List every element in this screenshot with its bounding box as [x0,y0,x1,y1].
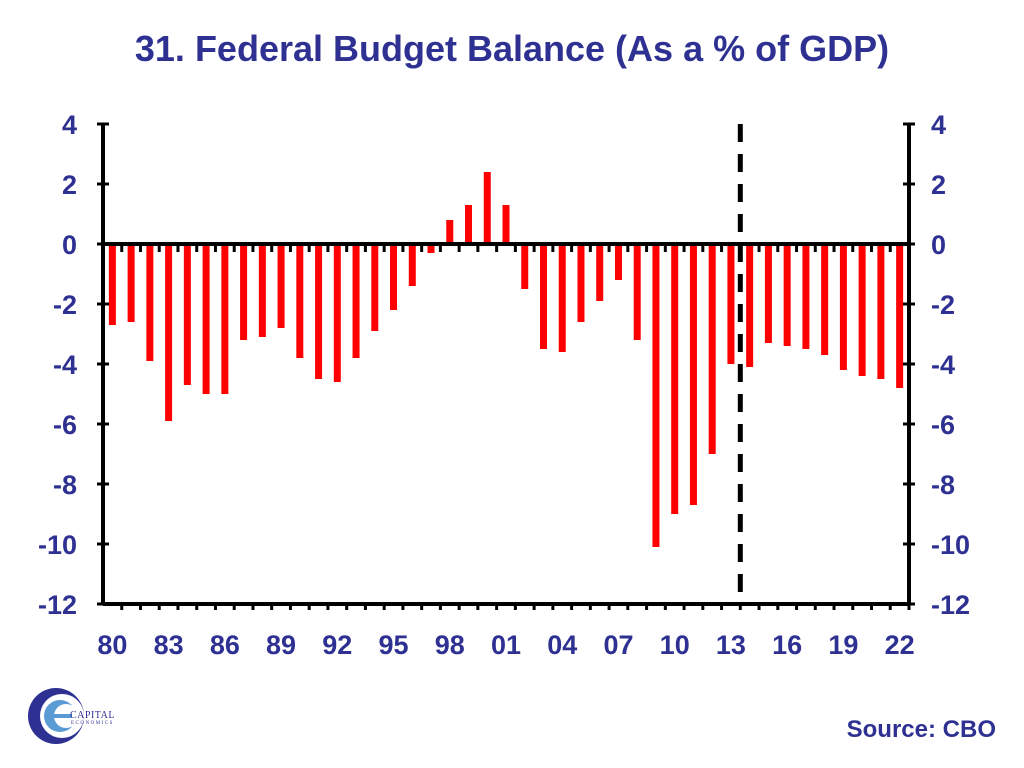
bar-2004 [558,244,566,352]
y-tick-label-right: -8 [931,470,955,500]
bar-2014 [746,244,754,367]
bar-2019 [839,244,847,370]
bar-1992 [333,244,341,382]
y-tick-label-left: 4 [62,110,77,140]
y-tick-label-left: -2 [53,290,77,320]
x-tick-label: 07 [603,630,633,660]
bar-1986 [221,244,229,394]
bar-1981 [127,244,135,322]
bar-2022 [896,244,904,388]
x-tick-label: 16 [772,630,802,660]
bar-1990 [296,244,304,358]
x-tick-label: 04 [547,630,577,660]
bar-2005 [577,244,585,322]
bar-2015 [764,244,772,343]
bar-1993 [352,244,360,358]
y-tick-label-left: -10 [38,530,77,560]
capital-economics-logo-icon [28,688,84,744]
y-tick-label-right: -6 [931,410,955,440]
bar-2002 [521,244,529,289]
x-tick-label: 83 [154,630,184,660]
axes-layer [97,122,915,610]
x-tick-label: 19 [828,630,858,660]
bar-2006 [596,244,604,301]
bar-2007 [614,244,622,280]
logo-name: CAPITAL [70,710,115,721]
bar-1983 [165,244,173,421]
bar-1997 [427,244,435,253]
bar-1987 [240,244,248,340]
bar-1980 [108,244,116,325]
x-tick-label: 22 [885,630,915,660]
bar-1989 [277,244,285,328]
y-tick-label-left: -6 [53,410,77,440]
bar-2012 [708,244,716,454]
bar-1984 [183,244,191,385]
y-tick-label-left: -8 [53,470,77,500]
bar-2010 [671,244,679,514]
x-tick-label: 92 [322,630,352,660]
bar-1985 [202,244,210,394]
y-tick-label-right: 4 [931,110,946,140]
bar-2011 [689,244,697,505]
x-tick-label: 10 [660,630,690,660]
bars-layer [108,172,904,547]
x-tick-label: 95 [379,630,409,660]
y-tick-label-right: -2 [931,290,955,320]
bar-1995 [390,244,398,310]
y-tick-label-right: 2 [931,170,946,200]
bar-1988 [258,244,266,337]
x-tick-label: 89 [266,630,296,660]
x-tick-label: 13 [716,630,746,660]
y-tick-label-right: -10 [931,530,970,560]
source-note: Source: CBO [846,716,996,743]
y-tick-label-left: -12 [38,590,77,620]
bar-2008 [633,244,641,340]
y-tick-label-right: -4 [931,350,955,380]
y-tick-label-left: 2 [62,170,77,200]
bar-1996 [408,244,416,286]
y-tick-label-right: 0 [931,230,946,260]
x-tick-label: 01 [491,630,521,660]
bar-2016 [783,244,791,346]
bar-2001 [502,205,510,244]
y-tick-label-left: 0 [62,230,77,260]
bar-2018 [821,244,829,355]
bar-2000 [483,172,491,244]
chart-title: 31. Federal Budget Balance (As a % of GD… [134,28,890,69]
logo-subtitle: ECONOMICS [71,721,114,726]
bar-2017 [802,244,810,349]
bar-1982 [146,244,154,361]
y-tick-label-right: -12 [931,590,970,620]
bar-1994 [371,244,379,331]
x-tick-label: 98 [435,630,465,660]
bar-2013 [727,244,735,364]
bar-2020 [858,244,866,376]
bar-1999 [465,205,473,244]
x-tick-label: 86 [210,630,240,660]
bar-2009 [652,244,660,547]
bar-1998 [446,220,454,244]
x-tick-label: 80 [97,630,127,660]
bar-2021 [877,244,885,379]
y-tick-label-left: -4 [53,350,77,380]
bar-2003 [539,244,547,349]
bar-1991 [315,244,323,379]
